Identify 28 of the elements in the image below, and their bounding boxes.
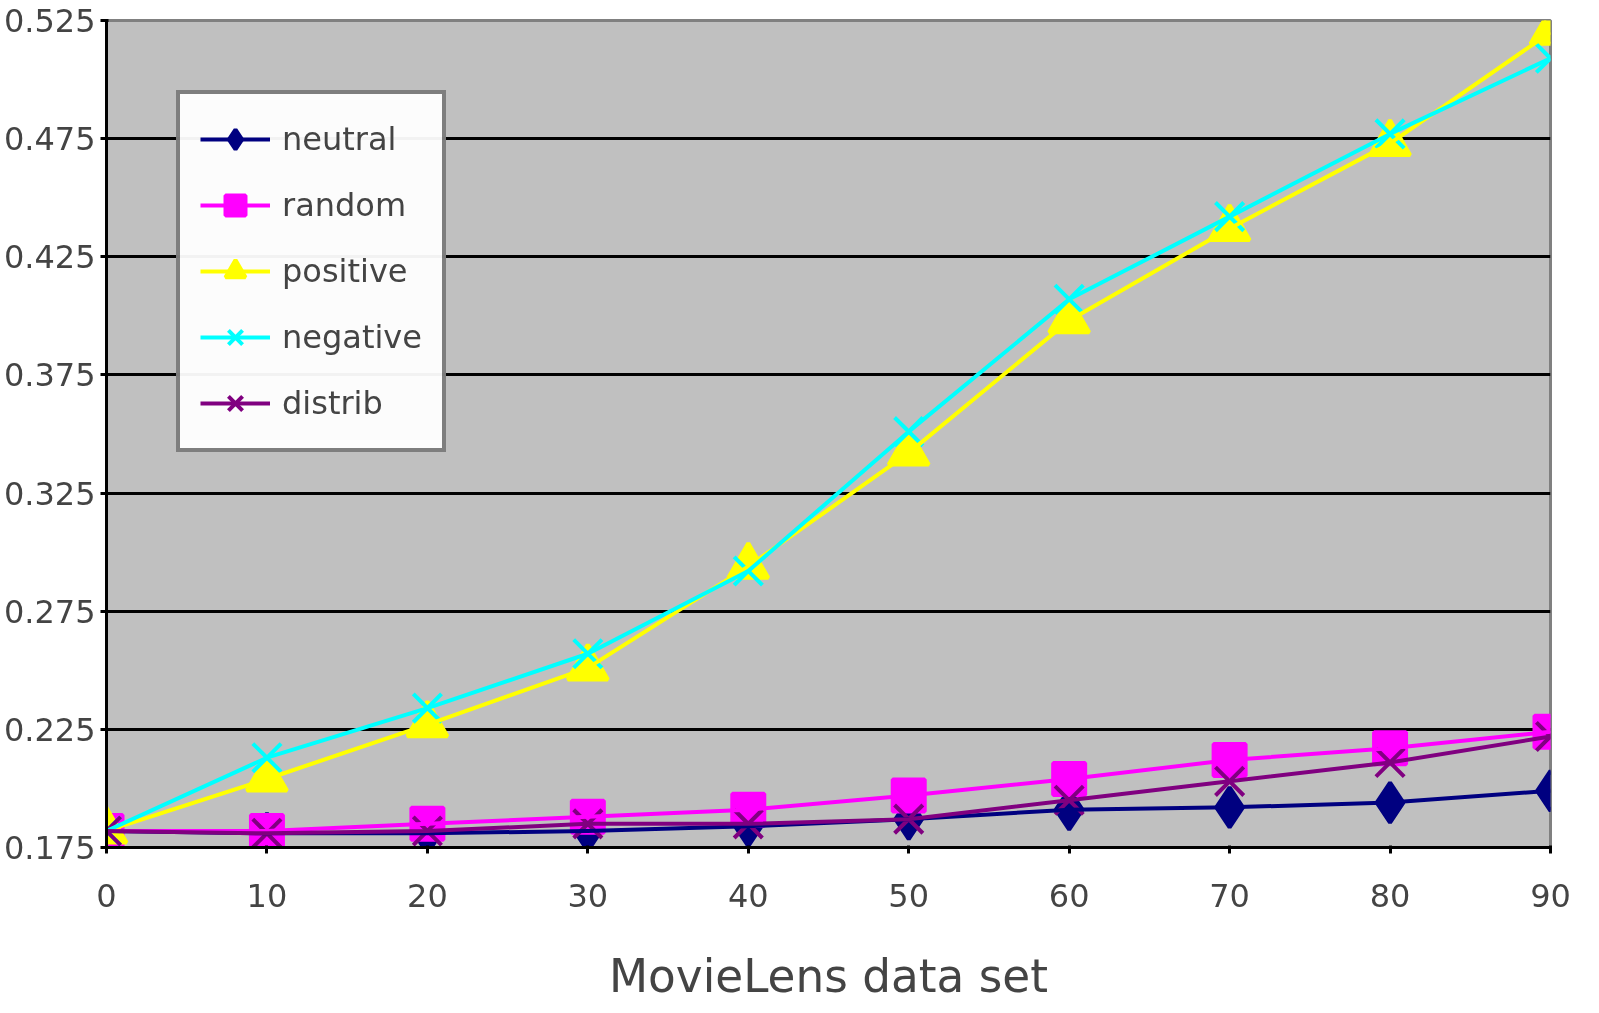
point: [1373, 746, 1407, 779]
legend-label: negative: [282, 318, 422, 356]
x-tick-label: 10: [246, 876, 288, 915]
x-tick-label: 90: [1530, 876, 1571, 915]
y-tick-label: 0.525: [3, 2, 96, 40]
x-tick-label: 0: [96, 876, 117, 915]
y-tick-label: 0.175: [3, 829, 96, 867]
legend-label: distrib: [282, 384, 383, 422]
x-tick-label: 70: [1209, 876, 1250, 915]
point: [892, 803, 925, 836]
y-tick-label: 0.425: [3, 238, 96, 277]
legend-label: random: [282, 186, 407, 224]
point: [1213, 765, 1246, 798]
x-tick-label: 40: [727, 876, 769, 915]
x-axis-title: MovieLens data set: [608, 949, 1049, 1003]
x-tick-label: 80: [1369, 876, 1411, 915]
y-tick-label: 0.275: [3, 592, 96, 631]
point: [250, 741, 284, 774]
legend-label: positive: [282, 252, 408, 290]
x-tick-label: 30: [567, 876, 609, 915]
legend-label: neutral: [282, 120, 397, 158]
y-tick-label: 0.375: [3, 356, 96, 395]
x-tick-label: 60: [1048, 876, 1090, 915]
y-tick-label: 0.325: [3, 474, 96, 513]
y-tick-label: 0.225: [3, 710, 96, 749]
x-tick-label: 50: [888, 876, 930, 915]
y-tick-label: 0.475: [3, 120, 96, 159]
x-tick-label: 20: [407, 876, 448, 915]
